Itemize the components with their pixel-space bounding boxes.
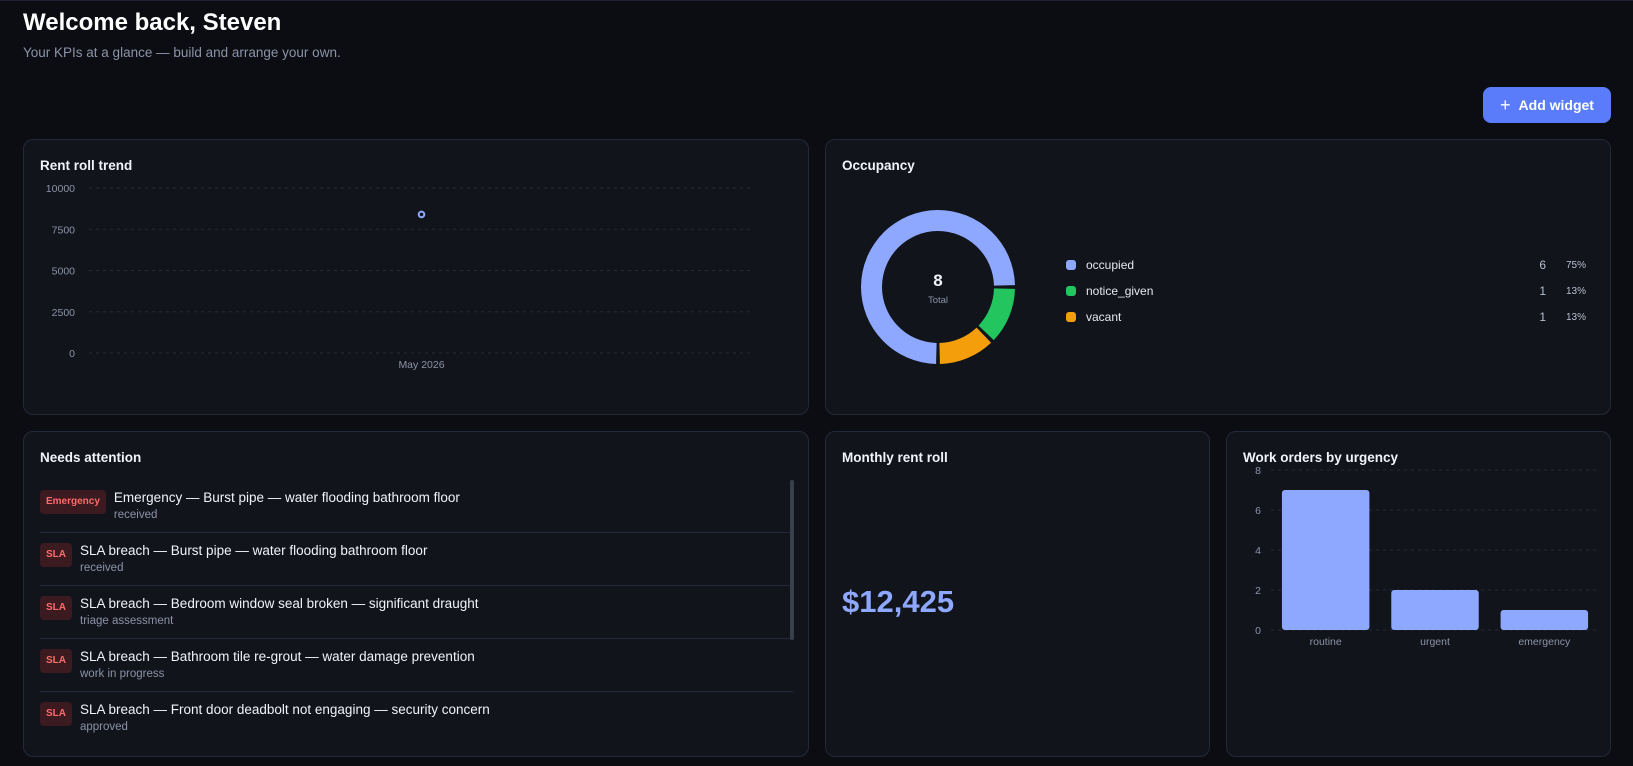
attention-badge: SLA — [40, 543, 72, 567]
attention-item[interactable]: SLA SLA breach — Bathroom tile re-grout —… — [40, 639, 793, 692]
attention-item-status: work in progress — [80, 668, 165, 680]
attention-badge: SLA — [40, 596, 72, 620]
legend-swatch — [1066, 260, 1076, 270]
work-orders-widget: Work orders by urgency 8 6 4 2 0 routine urgen… — [1226, 431, 1611, 757]
attention-item[interactable]: Emergency Emergency — Burst pipe — water … — [40, 480, 793, 533]
x-tick-label: May 2026 — [398, 359, 444, 371]
attention-item[interactable]: SLA SLA breach — Bedroom window seal brok… — [40, 586, 793, 639]
x-tick-label: emergency — [1518, 636, 1571, 648]
attention-item-title: SLA breach — Burst pipe — water flooding… — [80, 543, 428, 558]
attention-item-status: received — [113, 509, 158, 521]
y-tick-label: 8 — [1255, 465, 1261, 477]
occupancy-donut-chart: 8 Total — [861, 209, 1015, 364]
legend-swatch — [1066, 312, 1076, 322]
attention-item-title: SLA breach — Front door deadbolt not eng… — [80, 702, 490, 717]
rent-roll-trend-widget: Rent roll trend 10000 7500 5000 2500 0 May 20… — [23, 139, 809, 415]
y-tick-label: 7500 — [52, 224, 76, 236]
widget-title: Rent roll trend — [40, 158, 133, 173]
widget-title: Work orders by urgency — [1243, 450, 1399, 465]
attention-scrollbar[interactable] — [790, 480, 794, 640]
monthly-rent-roll-widget: Monthly rent roll $12,425 — [825, 431, 1210, 757]
attention-badge: Emergency — [40, 490, 106, 514]
legend-label: notice_given — [1086, 284, 1154, 298]
rent-trend-chart: 10000 7500 5000 2500 0 May 2026 — [46, 183, 754, 371]
page-subtitle: Your KPIs at a glance — build and arrang… — [23, 45, 341, 60]
donut-slice-notice-given — [978, 288, 1015, 341]
monthly-rent-roll-value: $12,425 — [842, 584, 955, 619]
legend-percent: 75% — [1565, 259, 1586, 271]
plus-icon: + — [1500, 95, 1511, 115]
data-point — [417, 210, 426, 219]
attention-item[interactable]: SLA SLA breach — Front door deadbolt not … — [40, 692, 793, 745]
attention-badge: SLA — [40, 649, 72, 673]
attention-item-title: Emergency — Burst pipe — water flooding … — [113, 490, 460, 505]
legend-count: 1 — [1539, 310, 1546, 324]
bar-urgent — [1391, 590, 1479, 630]
x-tick-label: urgent — [1420, 636, 1450, 648]
attention-badge: SLA — [40, 702, 72, 726]
legend-item: occupied 6 75% — [1066, 252, 1586, 278]
legend-item: vacant 1 13% — [1066, 304, 1586, 330]
donut-total-label: Total — [928, 295, 948, 306]
work-orders-bar-chart: 8 6 4 2 0 routine urgent emergency — [1255, 465, 1599, 648]
donut-total-value: 8 — [933, 271, 942, 290]
legend-percent: 13% — [1565, 285, 1586, 297]
y-tick-label: 0 — [69, 348, 75, 360]
legend-swatch — [1066, 286, 1076, 296]
bar-emergency — [1500, 610, 1589, 630]
y-tick-label: 0 — [1255, 625, 1261, 637]
attention-item-status: triage assessment — [80, 615, 174, 627]
attention-item-title: SLA breach — Bedroom window seal broken … — [80, 596, 479, 611]
y-tick-label: 4 — [1255, 545, 1261, 557]
widget-title: Occupancy — [842, 158, 915, 173]
y-tick-label: 2 — [1255, 585, 1261, 597]
occupancy-widget: Occupancy 8 Total occupied 6 75% notice_give… — [825, 139, 1611, 415]
attention-list: Emergency Emergency — Burst pipe — water … — [40, 480, 793, 750]
legend-count: 6 — [1539, 258, 1546, 272]
y-tick-label: 6 — [1255, 505, 1261, 517]
occupancy-legend: occupied 6 75% notice_given 1 13% vacant 1 13% — [1066, 252, 1586, 330]
legend-count: 1 — [1539, 284, 1546, 298]
widget-title: Needs attention — [40, 450, 142, 465]
legend-label: vacant — [1086, 310, 1122, 324]
needs-attention-widget: Needs attention Emergency Emergency — Bur… — [23, 431, 809, 757]
attention-item-title: SLA breach — Bathroom tile re-grout — wa… — [80, 649, 475, 664]
attention-item-status: received — [80, 562, 124, 574]
widget-title: Monthly rent roll — [842, 450, 948, 465]
add-widget-label: Add widget — [1518, 97, 1594, 113]
legend-item: notice_given 1 13% — [1066, 278, 1586, 304]
x-tick-label: routine — [1310, 636, 1342, 648]
legend-percent: 13% — [1565, 311, 1586, 323]
page-title: Welcome back, Steven — [23, 9, 282, 36]
attention-item[interactable]: SLA SLA breach — Burst pipe — water flood… — [40, 533, 793, 586]
donut-slice-vacant — [939, 327, 992, 364]
bar-routine — [1281, 490, 1370, 630]
add-widget-button[interactable]: + Add widget — [1483, 87, 1611, 123]
y-tick-label: 5000 — [52, 266, 76, 278]
y-tick-label: 2500 — [52, 307, 76, 319]
attention-item-status: approved — [80, 721, 128, 733]
y-tick-label: 10000 — [46, 183, 75, 195]
legend-label: occupied — [1086, 258, 1135, 272]
